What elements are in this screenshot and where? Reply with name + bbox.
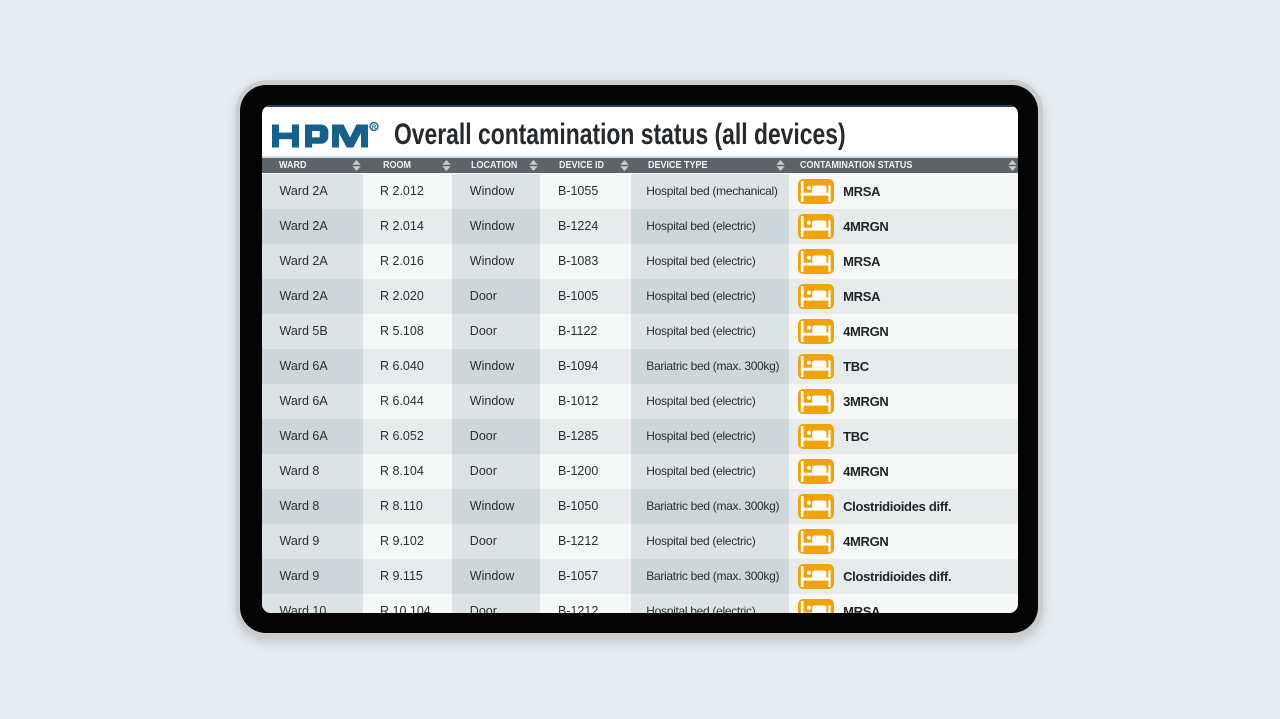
svg-text:R: R — [371, 125, 376, 131]
